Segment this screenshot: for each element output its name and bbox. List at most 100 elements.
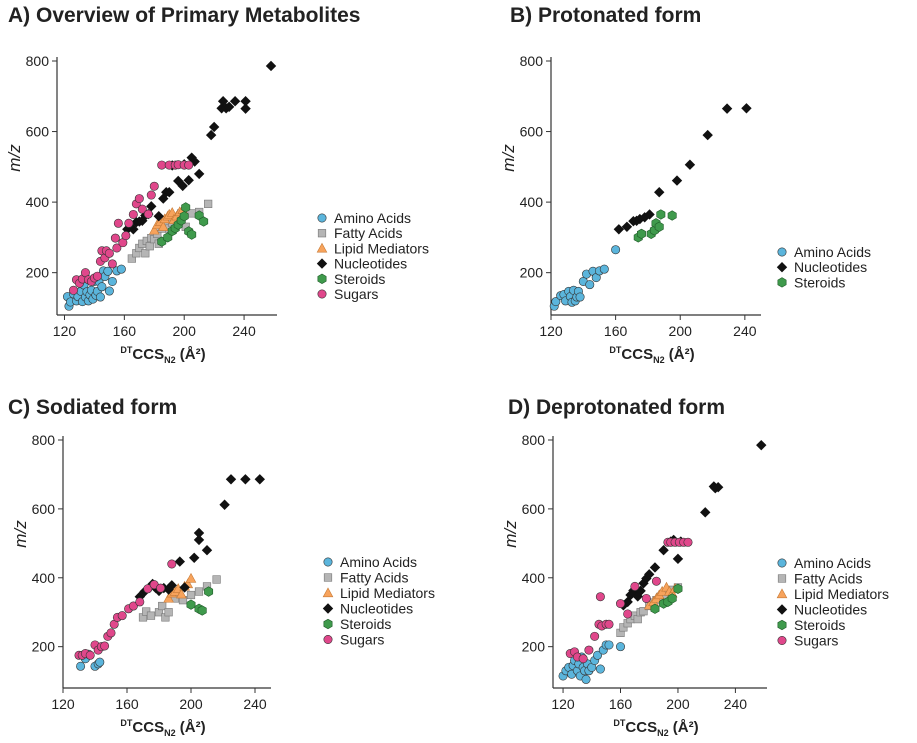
panel-b-y-tick-label: 200	[520, 265, 544, 281]
data-point-amino-acids	[593, 650, 603, 660]
panel-d-series-steroids	[650, 583, 683, 614]
legend-marker-nucleotides	[322, 603, 334, 614]
data-point-nucleotides	[741, 103, 752, 114]
panel-a-x-tick-label: 200	[173, 323, 197, 339]
data-point-sugars	[128, 601, 138, 611]
panel-c-series-steroids	[186, 586, 214, 616]
data-point-steroids	[204, 586, 214, 597]
data-point-steroids	[197, 605, 207, 616]
panel-d-x-axis-label: DTCCSN2 (Å²)	[613, 718, 698, 738]
panel-c-x-tick-label: 120	[51, 696, 75, 712]
data-point-fatty-acids	[158, 601, 167, 611]
data-point-sugars	[149, 181, 159, 191]
data-point-amino-acids	[104, 286, 114, 296]
legend-marker-amino-acids	[317, 213, 327, 223]
data-point-nucleotides	[240, 103, 251, 114]
data-point-nucleotides	[177, 180, 188, 192]
legend-marker-nucleotides	[776, 604, 788, 615]
panel-b: B) Protonated form 120 160 200 240 200 400 600…	[460, 0, 917, 372]
data-point-nucleotides	[166, 580, 177, 591]
data-point-nucleotides	[183, 175, 194, 186]
panel-b-y-tick-label: 800	[520, 53, 544, 69]
data-point-sugars	[68, 285, 78, 295]
data-point-sugars	[112, 243, 122, 253]
legend-marker-sugars	[323, 634, 333, 644]
panel-d-y-tick-label: 400	[522, 570, 546, 586]
data-point-steroids	[667, 210, 677, 221]
data-point-nucleotides	[208, 121, 220, 133]
data-point-amino-acids	[76, 661, 86, 671]
panel-c-y-tick-label: 200	[32, 639, 56, 655]
data-point-nucleotides	[702, 129, 713, 141]
data-point-amino-acids	[551, 297, 561, 307]
data-point-nucleotides	[672, 553, 684, 565]
data-point-sugars	[604, 619, 614, 629]
data-point-steroids	[181, 202, 191, 213]
data-point-steroids	[179, 211, 189, 222]
legend-label-nucleotides: Nucleotides	[794, 259, 867, 275]
data-point-amino-acids	[95, 657, 105, 667]
panel-a-series-amino-acids	[62, 264, 126, 311]
data-point-fatty-acids	[146, 611, 156, 620]
panel-a: A) Overview of Primary Metabolites 120 16…	[0, 0, 460, 372]
panel-c-chart: 120 160 200 240 200 400 600 800 m/z DTCCSN2 (Å²) A…	[11, 432, 435, 738]
panel-a-x-tick-label: 240	[232, 323, 256, 339]
data-point-sugars	[143, 584, 153, 594]
data-point-amino-acids	[107, 276, 117, 286]
panel-b-y-tick-label: 600	[520, 124, 544, 140]
panel-d-y-axis-label: m/z	[501, 520, 520, 548]
data-point-amino-acids	[581, 674, 591, 684]
legend-label-nucleotides: Nucleotides	[340, 601, 413, 617]
data-point-steroids	[186, 599, 196, 610]
legend-marker-nucleotides	[776, 262, 788, 273]
panel-a-y-tick-label: 600	[26, 124, 50, 140]
panel-c-series-fatty-acids	[138, 575, 221, 622]
data-point-fatty-acids	[639, 607, 648, 616]
panel-c-y-tick-label: 600	[32, 501, 56, 517]
data-point-fatty-acids	[164, 608, 173, 617]
panel-c-series-sugars	[74, 559, 177, 660]
data-point-nucleotides	[193, 527, 205, 539]
panel-b-y-axis-label: m/z	[499, 144, 518, 172]
panel-d-y-tick-label: 600	[522, 501, 546, 517]
legend-label-lipid-mediators: Lipid Mediators	[794, 586, 889, 602]
data-point-lipid-mediators	[148, 224, 160, 235]
legend-marker-sugars	[777, 635, 787, 645]
data-point-lipid-mediators	[176, 588, 187, 599]
legend-marker-amino-acids	[323, 557, 333, 567]
data-point-nucleotides	[193, 168, 205, 180]
data-point-sugars	[117, 611, 127, 621]
data-point-fatty-acids	[186, 590, 196, 600]
panel-d: D) Deprotonated form 120 160 200 240 200 400 6…	[460, 372, 917, 743]
data-point-nucleotides	[223, 101, 235, 113]
data-point-sugars	[137, 204, 147, 214]
legend-marker-amino-acids	[777, 558, 787, 568]
legend-marker-lipid-mediators	[316, 242, 328, 253]
legend-marker-fatty-acids	[777, 574, 787, 583]
panel-c-x-tick-label: 200	[179, 696, 203, 712]
panel-a-chart: 120 160 200 240 200 400 600 800 m/z DTCCSN2 (Å²) A…	[5, 53, 429, 365]
data-point-fatty-acids	[141, 249, 150, 258]
data-point-fatty-acids	[204, 199, 213, 208]
data-point-nucleotides	[146, 201, 157, 212]
data-point-steroids	[656, 209, 666, 220]
data-point-amino-acids	[611, 245, 621, 255]
panel-a-y-tick-label: 200	[26, 265, 50, 281]
data-point-nucleotides	[654, 187, 665, 198]
data-point-amino-acids	[599, 264, 609, 274]
data-point-steroids	[673, 583, 683, 594]
legend-marker-sugars	[317, 289, 327, 299]
panel-c-y-tick-label: 400	[32, 570, 56, 586]
data-point-amino-acids	[97, 282, 107, 292]
legend-label-steroids: Steroids	[794, 274, 845, 290]
legend-label-amino-acids: Amino Acids	[334, 210, 411, 226]
data-point-nucleotides	[189, 552, 200, 563]
data-point-sugars	[590, 631, 600, 641]
legend-marker-steroids	[317, 273, 327, 284]
data-point-amino-acids	[575, 292, 585, 302]
data-point-sugars	[651, 576, 661, 586]
panel-b-x-tick-label: 200	[669, 323, 693, 339]
panel-d-x-tick-label: 120	[551, 696, 575, 712]
